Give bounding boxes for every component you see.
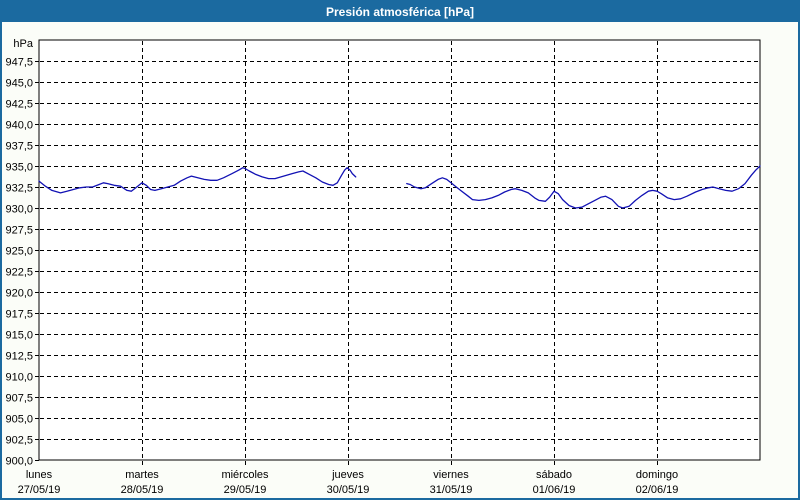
y-tick-label: 900,0 xyxy=(5,456,33,468)
day-label: lunes xyxy=(26,469,53,481)
y-tick-label: 907,5 xyxy=(5,393,33,405)
y-tick-label: 917,5 xyxy=(5,309,33,321)
window-title-bar[interactable]: Presión atmosférica [hPa] xyxy=(2,2,798,22)
date-label: 01/06/19 xyxy=(533,484,576,496)
plot-area xyxy=(38,39,761,461)
y-tick-label: 942,5 xyxy=(5,99,33,111)
day-label: martes xyxy=(125,469,159,481)
pressure-line xyxy=(38,165,761,209)
date-label: 30/05/19 xyxy=(327,484,370,496)
y-tick-label: 912,5 xyxy=(5,351,33,363)
day-label: sábado xyxy=(536,469,572,481)
y-tick-label: 922,5 xyxy=(5,267,33,279)
y-tick-label: 947,5 xyxy=(5,57,33,69)
y-tick-label: 935,0 xyxy=(5,162,33,174)
y-tick-label: 940,0 xyxy=(5,120,33,132)
date-label: 28/05/19 xyxy=(121,484,164,496)
y-tick-label: 930,0 xyxy=(5,204,33,216)
y-tick-label: 945,0 xyxy=(5,78,33,90)
window-title: Presión atmosférica [hPa] xyxy=(325,5,475,19)
day-label: miércoles xyxy=(221,469,269,481)
date-label: 27/05/19 xyxy=(18,484,61,496)
y-tick-label: 927,5 xyxy=(5,225,33,237)
day-label: viernes xyxy=(433,469,469,481)
y-tick-label: 905,0 xyxy=(5,414,33,426)
y-tick-label: 915,0 xyxy=(5,330,33,342)
day-label: jueves xyxy=(331,469,364,481)
y-tick-label: 910,0 xyxy=(5,372,33,384)
y-tick-label: 920,0 xyxy=(5,288,33,300)
date-label: 29/05/19 xyxy=(224,484,267,496)
y-tick-label: 925,0 xyxy=(5,246,33,258)
date-label: 31/05/19 xyxy=(430,484,473,496)
y-tick-label: 932,5 xyxy=(5,183,33,195)
y-axis-unit-label: hPa xyxy=(13,38,33,50)
date-label: 02/06/19 xyxy=(636,484,679,496)
day-label: domingo xyxy=(636,469,678,481)
y-tick-label: 902,5 xyxy=(5,435,33,447)
y-tick-label: 937,5 xyxy=(5,141,33,153)
